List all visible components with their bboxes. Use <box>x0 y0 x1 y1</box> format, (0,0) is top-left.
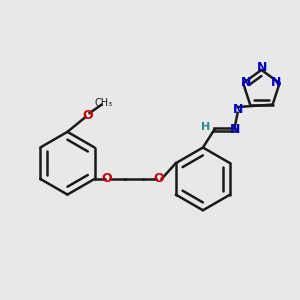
Text: N: N <box>241 76 252 89</box>
Text: O: O <box>153 172 164 185</box>
Text: N: N <box>232 103 243 116</box>
Text: O: O <box>82 109 93 122</box>
Text: N: N <box>257 61 267 74</box>
Text: O: O <box>102 172 112 185</box>
Text: H: H <box>201 122 210 132</box>
Text: CH₃: CH₃ <box>95 98 113 108</box>
Text: N: N <box>271 76 281 89</box>
Text: N: N <box>230 123 240 136</box>
